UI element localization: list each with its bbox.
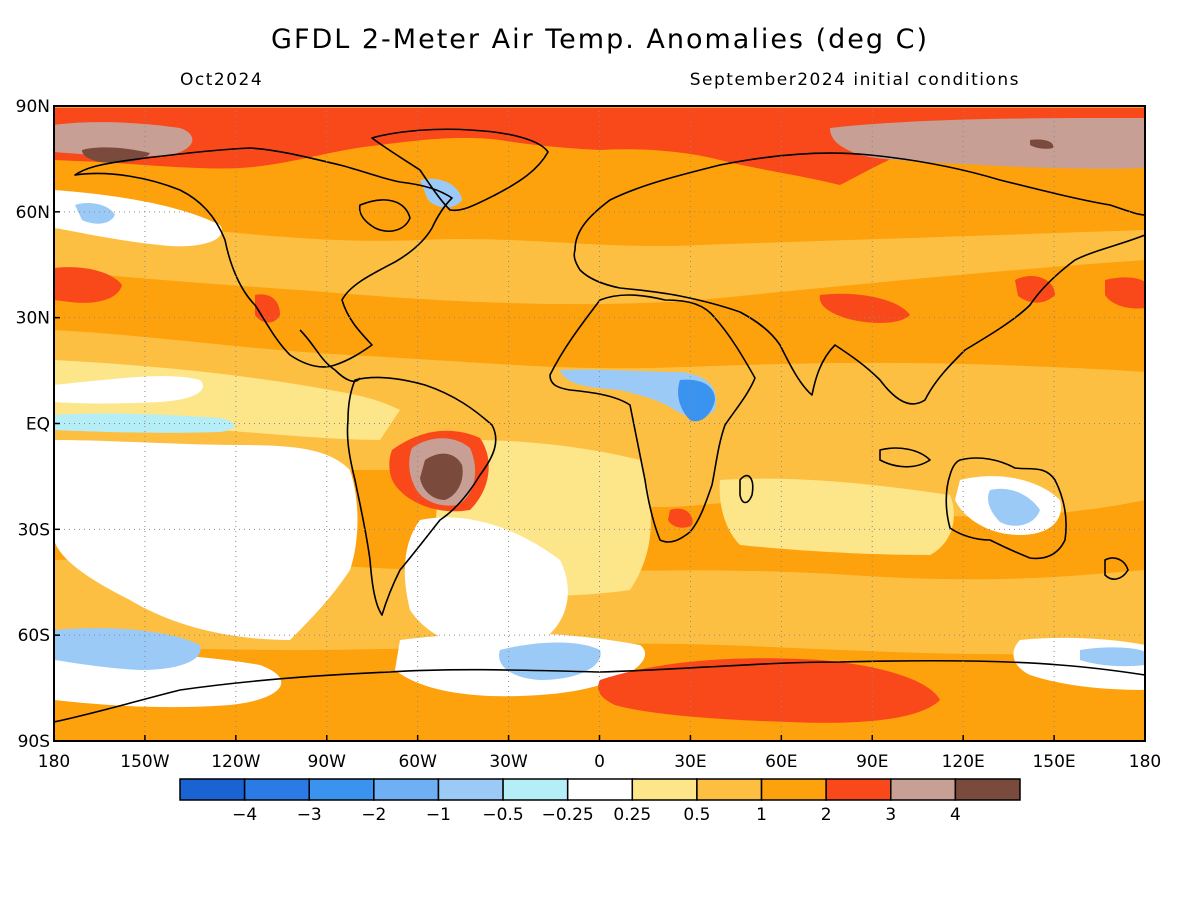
colorbar-swatch (760, 778, 827, 801)
coast-hudson-bay (358, 199, 411, 232)
colorbar-label: −4 (232, 805, 257, 825)
anomaly-very-warm (830, 118, 1145, 169)
coast-maritime-continent (879, 447, 931, 468)
latitude-axis: 90N 60N 30N EQ 30S 60S 90S (16, 97, 60, 752)
x-tick-label: 60W (398, 752, 437, 772)
x-tick-label: 150W (120, 752, 169, 772)
anomaly-band (719, 478, 954, 555)
coast-new-zealand (1104, 557, 1129, 580)
colorbar-label: −2 (361, 805, 386, 825)
colorbar-label: 2 (821, 805, 832, 825)
anomaly-cool-strong (678, 379, 715, 422)
anomaly-warm (598, 658, 940, 723)
x-tick-label: 180 (1129, 752, 1161, 772)
anomaly-warm (1015, 275, 1055, 303)
y-tick-label: 90S (18, 732, 50, 752)
y-tick-label: 30N (16, 309, 50, 329)
colorbar-swatch (566, 778, 634, 801)
y-tick-label: 30S (18, 520, 50, 540)
x-tick-label: 30W (489, 752, 528, 772)
anomaly-extreme (1030, 139, 1054, 149)
y-tick-label: 90N (16, 97, 50, 117)
colorbar-swatch (243, 778, 310, 801)
anomaly-neutral (404, 517, 568, 651)
anomaly-warm (668, 508, 693, 528)
anomaly-neutral (54, 440, 358, 640)
colorbar-swatch (179, 778, 246, 801)
colorbar-swatch (502, 778, 569, 801)
x-tick-label: 120E (942, 752, 985, 772)
x-tick-label: 150E (1032, 752, 1075, 772)
x-tick-label: 90E (856, 752, 888, 772)
coast-eurasia (573, 152, 1145, 405)
colorbar-swatch (373, 778, 440, 801)
initial-conditions-label: September2024 initial conditions (689, 70, 1020, 90)
colorbar-swatch (631, 778, 698, 801)
colorbar-label: 0.5 (683, 805, 710, 825)
coast-africa (549, 294, 756, 543)
colorbar-label: −0.25 (542, 805, 594, 825)
colorbar-swatch (890, 778, 957, 801)
anomaly-warm (54, 267, 122, 303)
coast-greenland (371, 128, 549, 212)
coast-south-america (346, 376, 497, 616)
colorbar-label: 4 (950, 805, 961, 825)
anomaly-cool (54, 628, 201, 670)
x-tick-label: 90W (308, 752, 347, 772)
anomaly-cool (988, 488, 1040, 526)
y-tick-label: 60N (16, 203, 50, 223)
colorbar-swatch (308, 778, 375, 801)
y-tick-label: 60S (18, 626, 50, 646)
colorbar: −4 −3 −2 −1 −0.5 −0.25 0.25 0.5 1 2 3 4 (179, 778, 1021, 825)
colorbar-label: 0.25 (613, 805, 651, 825)
map-title: GFDL 2-Meter Air Temp. Anomalies (deg C) (271, 24, 929, 55)
x-tick-label: 30E (674, 752, 706, 772)
x-tick-label: 60E (765, 752, 797, 772)
y-tick-label: EQ (26, 415, 50, 435)
x-tick-label: 120W (211, 752, 260, 772)
coast-north-america (74, 147, 453, 368)
anomaly-very-warm (54, 122, 193, 157)
colorbar-swatch (954, 778, 1021, 801)
colorbar-label: −3 (297, 805, 322, 825)
anomaly-cool (1080, 647, 1145, 667)
anomaly-neutral (54, 376, 204, 404)
anomaly-cool (75, 203, 115, 224)
anomaly-warm (819, 293, 910, 323)
x-tick-label: 0 (594, 752, 605, 772)
colorbar-label: 3 (885, 805, 896, 825)
colorbar-swatch (825, 778, 892, 801)
colorbar-swatch (696, 778, 763, 801)
valid-month-label: Oct2024 (180, 70, 264, 90)
anomaly-extreme (420, 453, 463, 500)
colorbar-label: −0.5 (482, 805, 523, 825)
graticule (54, 106, 1145, 741)
colorbar-label: 1 (756, 805, 767, 825)
colorbar-label: −1 (426, 805, 451, 825)
anomaly-warm (1105, 277, 1145, 309)
colorbar-swatch (437, 778, 504, 801)
longitude-axis: 180 150W 120W 90W 60W 30W 0 30E 60E 90E 120E 150E 18… (38, 735, 1161, 772)
x-tick-label: 180 (38, 752, 70, 772)
anomaly-belt (54, 330, 1145, 520)
coast-madagascar (739, 474, 754, 504)
coast-australia (945, 457, 1067, 560)
